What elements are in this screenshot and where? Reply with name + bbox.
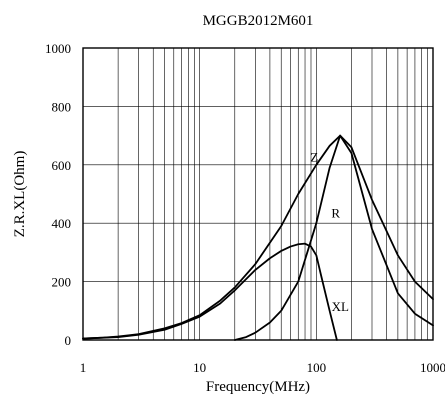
series-label-r: R: [331, 206, 340, 221]
series-z-line: [82, 134, 434, 340]
y-tick-label: 1000: [45, 41, 71, 56]
series-label-z: Z: [310, 150, 318, 165]
y-axis-label: Z.R.XL(Ohm): [12, 151, 28, 238]
series-r-line: [233, 134, 434, 341]
y-tick-label: 200: [52, 275, 72, 290]
y-tick-label: 400: [52, 216, 72, 231]
grid: [83, 48, 433, 340]
x-tick-label: 1000: [420, 360, 445, 375]
x-axis-label: Frequency(MHz): [206, 379, 310, 395]
curves: Z R XL: [82, 134, 434, 341]
x-tick-label: 1: [80, 360, 87, 375]
series-xl-line: [82, 242, 338, 341]
y-tick-label: 0: [65, 333, 72, 348]
y-tick-label: 800: [52, 99, 72, 114]
plot-frame: [82, 47, 434, 341]
tick-labels: 1 10 100 1000 0 200 400 600 800 1000: [45, 41, 445, 375]
x-tick-label: 100: [307, 360, 327, 375]
y-tick-label: 600: [52, 158, 72, 173]
x-tick-label: 10: [193, 360, 206, 375]
series-label-xl: XL: [332, 299, 349, 314]
chart-title: MGGB2012M601: [203, 13, 314, 29]
